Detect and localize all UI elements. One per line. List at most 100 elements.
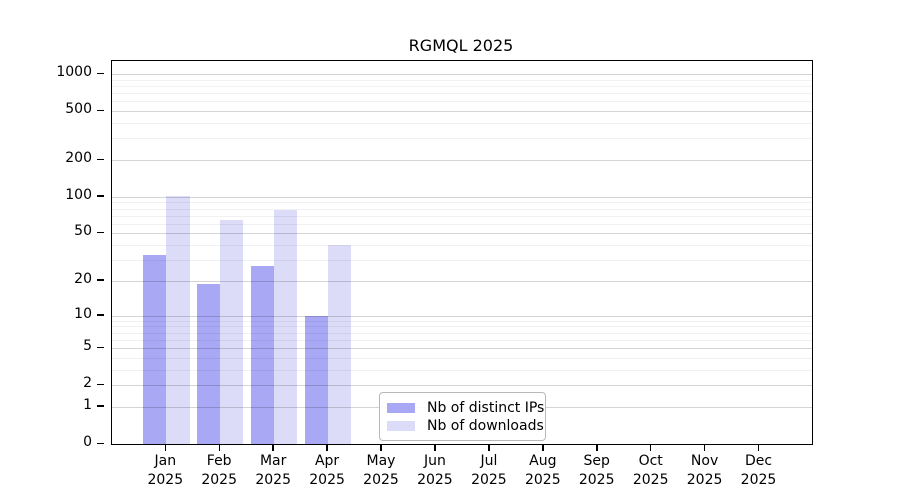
x-tick-month: Dec xyxy=(744,453,773,469)
gridline-minor xyxy=(112,208,812,210)
x-axis-tick xyxy=(326,444,328,451)
y-axis-tick xyxy=(97,158,104,160)
gridline-major xyxy=(112,385,812,387)
x-tick-label: Feb 2025 xyxy=(179,452,259,490)
x-tick-label: Nov 2025 xyxy=(665,452,745,490)
x-tick-label: Oct 2025 xyxy=(611,452,691,490)
gridline-minor xyxy=(112,260,812,262)
x-tick-month: Jan xyxy=(154,453,177,469)
plot-area: Nb of distinct IPs Nb of downloads xyxy=(111,60,813,445)
y-axis-tick xyxy=(97,314,104,316)
x-tick-month: May xyxy=(366,453,396,469)
bar-downloads xyxy=(166,196,190,444)
x-tick-month: Nov xyxy=(690,453,719,469)
gridline-major xyxy=(112,280,812,282)
gridline-minor xyxy=(112,215,812,217)
y-axis-tick xyxy=(97,346,104,348)
x-tick-month: Mar xyxy=(259,453,287,469)
y-tick-label: 1000 xyxy=(56,64,92,80)
x-tick-year: 2025 xyxy=(686,472,723,488)
bar-distinct-ips xyxy=(250,265,275,444)
gridline-minor xyxy=(112,332,812,334)
y-tick-label: 200 xyxy=(65,150,92,166)
x-tick-month: Apr xyxy=(314,453,340,469)
x-axis-tick xyxy=(488,444,490,451)
gridline-minor xyxy=(112,79,812,81)
x-tick-year: 2025 xyxy=(578,472,615,488)
x-tick-label: Aug 2025 xyxy=(503,452,583,490)
x-axis-tick xyxy=(164,444,167,451)
y-axis-tick xyxy=(97,442,104,444)
y-tick-label: 50 xyxy=(74,223,92,240)
y-tick-label: 20 xyxy=(74,270,92,287)
x-tick-month: Oct xyxy=(638,453,663,469)
x-axis-tick xyxy=(542,444,544,451)
x-tick-month: Feb xyxy=(206,453,232,469)
x-tick-year: 2025 xyxy=(524,472,561,488)
x-axis-tick xyxy=(649,444,652,451)
gridline-minor xyxy=(112,369,812,371)
x-axis-tick xyxy=(596,444,598,451)
y-axis-tick xyxy=(97,231,104,234)
y-tick-label: 1 xyxy=(83,396,92,413)
y-tick-label: 2 xyxy=(83,375,92,392)
x-axis-tick xyxy=(218,444,220,451)
y-axis-tick xyxy=(97,72,104,74)
gridline-minor xyxy=(112,245,812,247)
legend: Nb of distinct IPs Nb of downloads xyxy=(379,392,546,441)
y-axis-tick xyxy=(97,383,104,386)
gridline-major xyxy=(112,111,812,113)
x-tick-month: Jul xyxy=(480,453,498,469)
legend-item: Nb of distinct IPs xyxy=(387,399,544,416)
x-tick-label: Mar 2025 xyxy=(233,452,313,490)
bar-downloads xyxy=(328,245,352,444)
x-tick-label: Sep 2025 xyxy=(557,452,637,490)
x-axis-tick xyxy=(380,444,382,451)
x-tick-month: Jun xyxy=(423,453,446,469)
x-tick-month: Aug xyxy=(529,453,557,469)
y-axis-tick xyxy=(97,279,104,281)
y-axis-tick xyxy=(97,195,104,197)
y-tick-label: 100 xyxy=(65,186,92,203)
x-tick-year: 2025 xyxy=(740,472,777,488)
y-tick-label: 5 xyxy=(83,338,92,354)
x-tick-year: 2025 xyxy=(201,472,237,488)
x-axis-tick xyxy=(272,444,274,451)
gridline-major xyxy=(112,196,812,198)
y-tick-label: 10 xyxy=(74,305,92,322)
gridline-minor xyxy=(112,101,812,103)
x-tick-year: 2025 xyxy=(147,472,184,488)
x-tick-label: Jul 2025 xyxy=(449,452,529,490)
gridline-major xyxy=(112,348,812,349)
x-tick-label: Apr 2025 xyxy=(287,452,367,490)
gridline-minor xyxy=(112,326,812,328)
legend-swatch xyxy=(387,420,415,431)
gridline-minor xyxy=(112,339,812,341)
gridline-minor xyxy=(112,202,812,204)
legend-swatch xyxy=(387,402,415,413)
x-tick-label: Jan 2025 xyxy=(125,452,205,490)
legend-label: Nb of downloads xyxy=(427,417,544,434)
x-tick-year: 2025 xyxy=(471,472,507,488)
x-tick-year: 2025 xyxy=(309,472,345,488)
gridline-minor xyxy=(112,223,812,225)
bar-distinct-ips xyxy=(196,283,221,444)
gridline-major xyxy=(112,315,812,317)
gridline-major xyxy=(112,233,812,235)
x-tick-year: 2025 xyxy=(363,472,399,488)
y-axis-tick xyxy=(97,109,104,112)
gridline-minor xyxy=(112,320,812,322)
x-axis-tick xyxy=(703,444,706,451)
x-tick-year: 2025 xyxy=(632,472,669,488)
gridline-major xyxy=(112,74,812,75)
gridline-major xyxy=(112,160,812,161)
y-axis-tick xyxy=(97,405,104,407)
x-tick-year: 2025 xyxy=(255,472,291,488)
gridline-minor xyxy=(112,138,812,140)
x-axis-tick xyxy=(757,444,760,451)
y-tick-label: 500 xyxy=(65,101,92,118)
gridline-minor xyxy=(112,123,812,124)
bar-distinct-ips xyxy=(143,255,167,444)
gridline-minor xyxy=(112,93,812,95)
